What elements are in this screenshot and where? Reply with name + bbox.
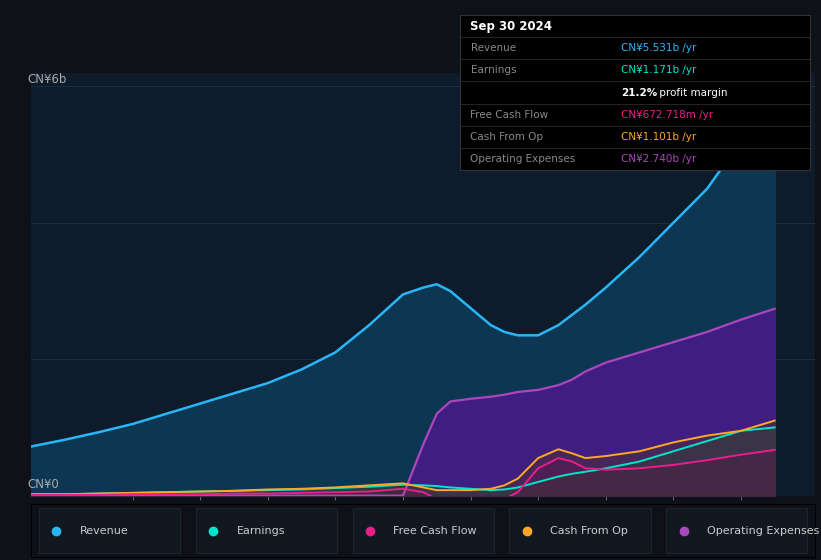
Text: Earnings: Earnings: [236, 526, 285, 535]
Text: CN¥672.718m /yr: CN¥672.718m /yr: [621, 110, 713, 120]
Text: Cash From Op: Cash From Op: [470, 132, 544, 142]
Text: 21.2%: 21.2%: [621, 87, 658, 97]
Text: Cash From Op: Cash From Op: [550, 526, 628, 535]
Text: Sep 30 2024: Sep 30 2024: [470, 20, 553, 32]
Text: Free Cash Flow: Free Cash Flow: [393, 526, 477, 535]
Text: CN¥5.531b /yr: CN¥5.531b /yr: [621, 43, 696, 53]
Text: Free Cash Flow: Free Cash Flow: [470, 110, 548, 120]
Bar: [196, 508, 337, 553]
Text: CN¥2.740b /yr: CN¥2.740b /yr: [621, 154, 696, 164]
Bar: [667, 508, 807, 553]
Bar: [510, 508, 650, 553]
Text: Operating Expenses: Operating Expenses: [707, 526, 819, 535]
Text: Earnings: Earnings: [470, 66, 516, 76]
Text: Operating Expenses: Operating Expenses: [470, 154, 576, 164]
Text: profit margin: profit margin: [656, 87, 727, 97]
Bar: [353, 508, 493, 553]
Text: Revenue: Revenue: [80, 526, 129, 535]
Text: Revenue: Revenue: [470, 43, 516, 53]
Bar: [39, 508, 180, 553]
Text: CN¥1.101b /yr: CN¥1.101b /yr: [621, 132, 696, 142]
Text: CN¥0: CN¥0: [27, 478, 59, 491]
Text: CN¥1.171b /yr: CN¥1.171b /yr: [621, 66, 696, 76]
Text: CN¥6b: CN¥6b: [27, 73, 67, 86]
